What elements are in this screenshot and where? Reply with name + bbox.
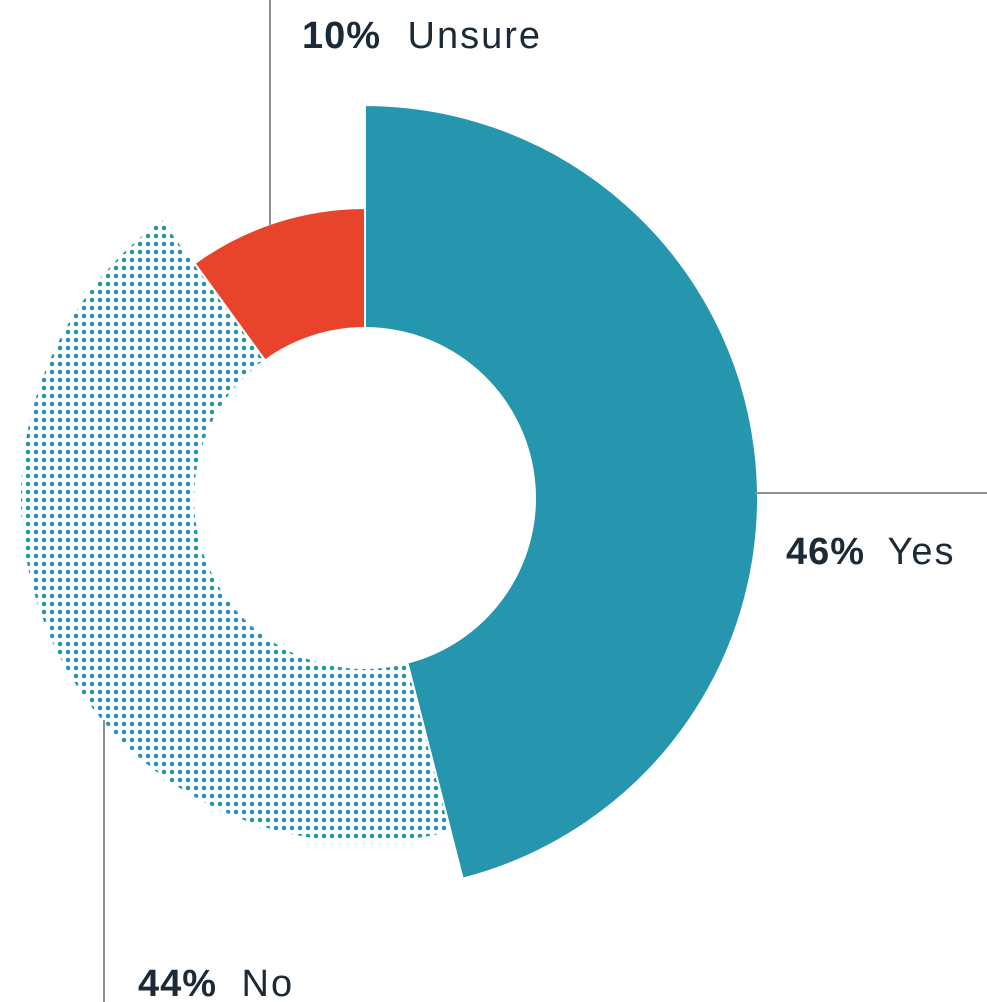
data-label-yes: 46% Yes bbox=[786, 531, 956, 573]
data-label-unsure: 10% Unsure bbox=[302, 15, 542, 57]
data-label-no: 44% No bbox=[138, 963, 294, 1002]
value-label-no: 44% bbox=[138, 963, 217, 1002]
slice-unsure bbox=[193, 207, 366, 362]
slice-no bbox=[19, 217, 452, 844]
slice-yes bbox=[364, 104, 759, 880]
value-label-unsure: 10% bbox=[302, 15, 381, 57]
category-label-unsure: Unsure bbox=[408, 15, 543, 57]
value-label-yes: 46% bbox=[786, 531, 865, 573]
category-label-no: No bbox=[242, 963, 295, 1002]
donut-slices bbox=[19, 104, 759, 880]
category-label-yes: Yes bbox=[888, 531, 956, 573]
